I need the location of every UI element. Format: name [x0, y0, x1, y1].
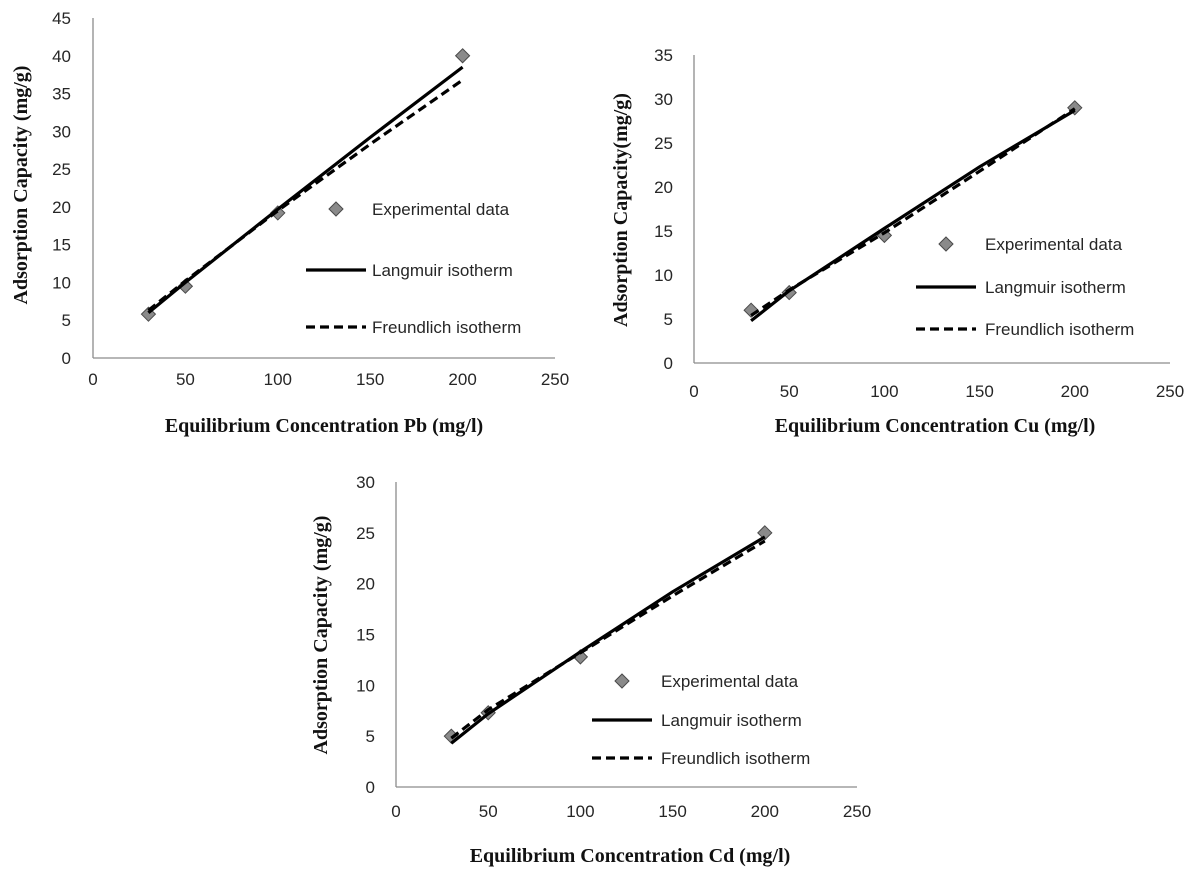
- cd-y-tick-label: 10: [356, 676, 375, 695]
- cd-legend-label: Langmuir isotherm: [661, 711, 802, 730]
- cd-legend-label: Freundlich isotherm: [661, 749, 810, 768]
- pb-x-tick-label: 50: [176, 370, 195, 389]
- cu-y-tick-label: 10: [654, 266, 673, 285]
- pb-y-tick-label: 15: [52, 236, 71, 255]
- cu-x-tick-label: 100: [870, 382, 898, 401]
- chart-cu: 0 5 10 15 20 25 30 35 0 50 100 150 200 250 Equilibrium…: [610, 46, 1184, 437]
- cd-x-tick-label: 250: [843, 802, 871, 821]
- cd-y-tick-label: 0: [366, 778, 375, 797]
- cu-legend-label: Freundlich isotherm: [985, 320, 1134, 339]
- chart-cd: 0 5 10 15 20 25 30 0 50 100 150 200 250 Equilibrium C…: [310, 473, 871, 867]
- pb-x-tick-label: 0: [88, 370, 97, 389]
- pb-y-tick-label: 20: [52, 198, 71, 217]
- cd-y-tick-label: 5: [366, 727, 375, 746]
- cu-freundlich-line: [750, 107, 1076, 317]
- pb-x-axis-title: Equilibrium Concentration Pb (mg/l): [165, 415, 483, 437]
- pb-x-tick-label: 100: [264, 370, 292, 389]
- pb-x-tick-label: 250: [541, 370, 569, 389]
- cd-x-tick-label: 150: [658, 802, 686, 821]
- pb-y-tick-label: 35: [52, 85, 71, 104]
- cd-x-tick-label: 200: [751, 802, 779, 821]
- pb-y-tick-label: 5: [62, 311, 71, 330]
- cu-x-tick-label: 50: [780, 382, 799, 401]
- pb-y-tick-label: 30: [52, 122, 71, 141]
- cu-legend-marker-experimental: [938, 236, 954, 252]
- pb-y-tick-label: 45: [52, 9, 71, 28]
- pb-legend-label: Langmuir isotherm: [372, 261, 513, 280]
- cd-y-tick-label: 15: [356, 626, 375, 645]
- cu-y-tick-label: 25: [654, 134, 673, 153]
- cd-y-tick-label: 25: [356, 524, 375, 543]
- pb-y-tick-label: 40: [52, 47, 71, 66]
- pb-x-tick-label: 200: [448, 370, 476, 389]
- cu-x-tick-label: 250: [1156, 382, 1184, 401]
- cd-x-tick-label: 0: [391, 802, 400, 821]
- cu-langmuir-line: [750, 109, 1076, 323]
- pb-y-tick-label: 0: [62, 349, 71, 368]
- cd-experimental-point: [757, 525, 773, 541]
- pb-y-axis-title: Adsorption Capacity (mg/g): [10, 66, 32, 305]
- cu-x-tick-label: 0: [689, 382, 698, 401]
- cu-y-tick-label: 20: [654, 178, 673, 197]
- cu-y-tick-label: 35: [654, 46, 673, 65]
- cd-legend-marker-experimental: [614, 673, 630, 689]
- cd-y-tick-label: 30: [356, 473, 375, 492]
- pb-experimental-point: [270, 205, 286, 221]
- cd-y-axis-title: Adsorption Capacity (mg/g): [310, 516, 332, 755]
- cu-y-tick-label: 5: [664, 310, 673, 329]
- cu-legend-label: Langmuir isotherm: [985, 278, 1126, 297]
- cd-y-tick-label: 20: [356, 575, 375, 594]
- cd-legend-label: Experimental data: [661, 672, 799, 691]
- cd-x-tick-label: 50: [479, 802, 498, 821]
- cu-y-tick-label: 0: [664, 354, 673, 373]
- pb-legend-label: Experimental data: [372, 200, 510, 219]
- cu-x-axis-title: Equilibrium Concentration Cu (mg/l): [775, 415, 1096, 437]
- pb-legend-marker-experimental: [328, 201, 344, 217]
- pb-legend-label: Freundlich isotherm: [372, 318, 521, 337]
- cd-x-axis-title: Equilibrium Concentration Cd (mg/l): [470, 845, 791, 867]
- cu-x-tick-label: 150: [965, 382, 993, 401]
- pb-y-tick-label: 25: [52, 160, 71, 179]
- cu-y-tick-label: 15: [654, 222, 673, 241]
- cu-x-tick-label: 200: [1061, 382, 1089, 401]
- cu-y-tick-label: 30: [654, 90, 673, 109]
- cu-legend-label: Experimental data: [985, 235, 1123, 254]
- cd-freundlich-line: [450, 539, 766, 740]
- chart-pb: 0 5 10 15 20 25 30 35 40 45 0 50 100 150 200 250 Equilib…: [10, 9, 569, 437]
- pb-experimental-point: [454, 48, 471, 64]
- cd-x-tick-label: 100: [566, 802, 594, 821]
- pb-freundlich-line: [147, 78, 464, 312]
- pb-y-tick-label: 10: [52, 273, 71, 292]
- cu-y-axis-title: Adsorption Capacity(mg/g): [610, 93, 632, 327]
- pb-x-tick-label: 150: [356, 370, 384, 389]
